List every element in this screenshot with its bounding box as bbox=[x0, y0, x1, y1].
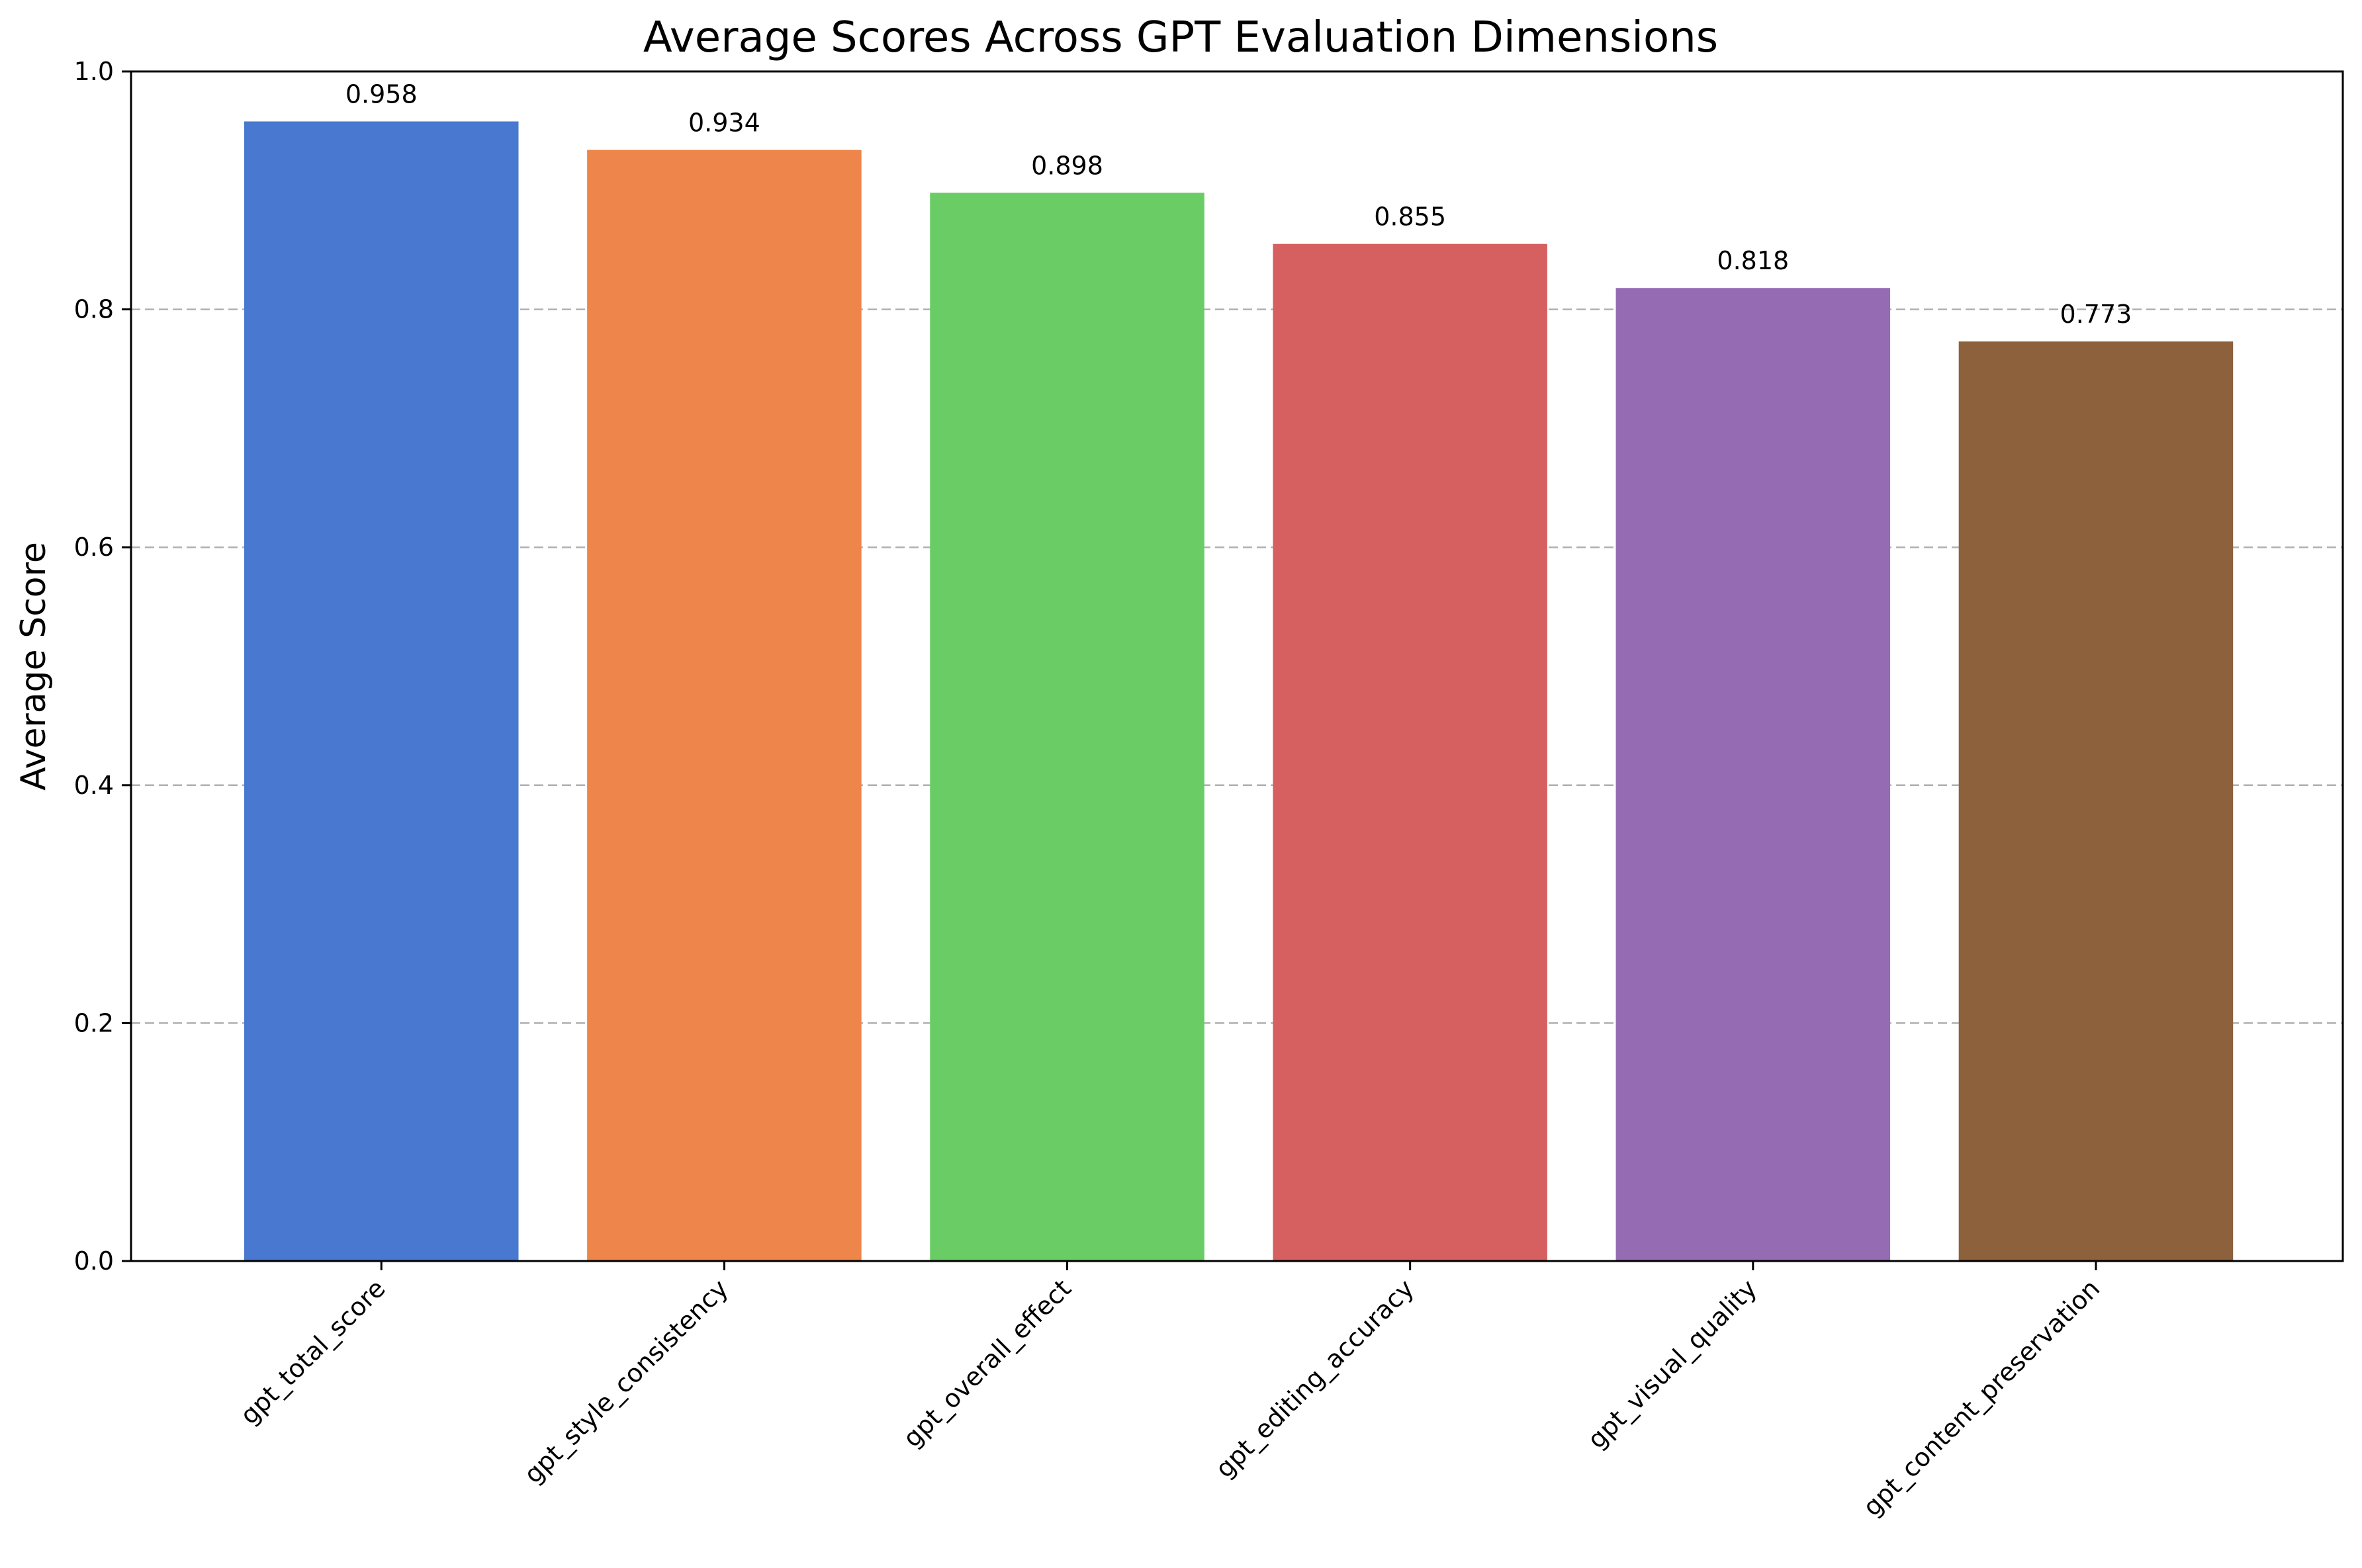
bar-gpt_visual_quality bbox=[1615, 288, 1891, 1262]
x-tick-label: gpt_editing_accuracy bbox=[1210, 1274, 1420, 1483]
bar-gpt_total_score bbox=[244, 121, 519, 1262]
bars bbox=[244, 121, 2234, 1262]
y-tick-label: 0.2 bbox=[74, 1008, 114, 1037]
data-labels: 0.958 0.934 0.898 0.855 0.818 0.773 bbox=[345, 80, 2132, 329]
data-label: 0.934 bbox=[688, 109, 760, 138]
data-label: 0.773 bbox=[2060, 300, 2132, 329]
data-label: 0.855 bbox=[1374, 202, 1446, 232]
x-tick-label: gpt_style_consistency bbox=[518, 1274, 734, 1489]
y-axis-label: Average Score bbox=[14, 542, 54, 791]
x-tick-label: gpt_total_score bbox=[234, 1274, 390, 1430]
bar-gpt_overall_effect bbox=[930, 193, 1204, 1261]
data-label: 0.818 bbox=[1717, 246, 1789, 275]
y-ticks: 0.0 0.2 0.4 0.6 0.8 1.0 bbox=[74, 57, 131, 1276]
chart-title: Average Scores Across GPT Evaluation Dim… bbox=[643, 13, 1718, 62]
plot-frame bbox=[130, 70, 2344, 1262]
x-tick-label: gpt_visual_quality bbox=[1582, 1274, 1762, 1454]
bar-gpt_style_consistency bbox=[587, 150, 862, 1262]
y-tick-label: 0.6 bbox=[74, 533, 114, 562]
y-tick-label: 0.8 bbox=[74, 295, 114, 324]
data-label: 0.898 bbox=[1031, 151, 1103, 180]
bar-gpt_editing_accuracy bbox=[1273, 243, 1547, 1262]
data-label: 0.958 bbox=[345, 80, 418, 109]
x-ticks: gpt_total_score gpt_style_consistency gpt_… bbox=[234, 1261, 2105, 1522]
y-tick-label: 1.0 bbox=[74, 57, 114, 86]
x-tick-label: gpt_overall_effect bbox=[897, 1274, 1077, 1453]
axes bbox=[130, 70, 2344, 1262]
x-tick-label: gpt_content_preservation bbox=[1857, 1274, 2105, 1522]
y-tick-label: 0.0 bbox=[74, 1246, 114, 1276]
y-tick-label: 0.4 bbox=[74, 771, 114, 800]
bar-gpt_content_preservation bbox=[1958, 341, 2234, 1261]
